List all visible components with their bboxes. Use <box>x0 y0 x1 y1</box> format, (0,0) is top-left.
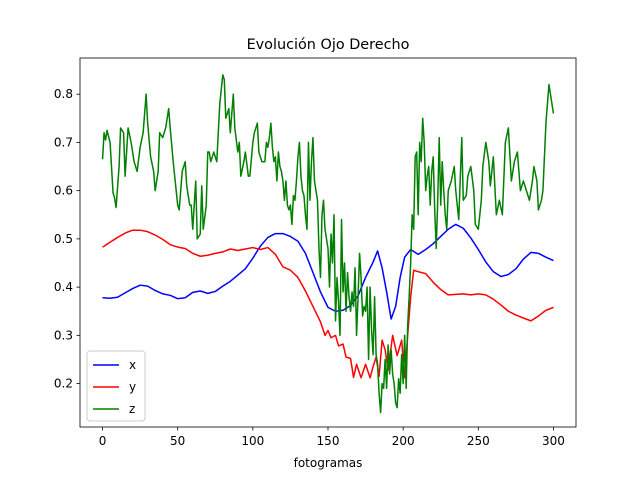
series-line-z <box>101 74 555 414</box>
x-tick-label: 50 <box>170 434 185 448</box>
y-tick-label: 0.2 <box>54 377 73 391</box>
y-tick-label: 0.6 <box>54 184 73 198</box>
y-tick-label: 0.7 <box>54 135 73 149</box>
y-tick-label: 0.3 <box>54 328 73 342</box>
chart-title: Evolución Ojo Derecho <box>247 37 410 53</box>
legend-label-y: y <box>129 380 136 394</box>
x-axis: 0 50 100 150 200 250 300 <box>99 427 565 448</box>
legend-label-x: x <box>129 358 136 372</box>
series-line-x <box>102 223 554 320</box>
legend-label-z: z <box>129 402 135 416</box>
y-tick-label: 0.5 <box>54 232 73 246</box>
y-tick-label: 0.4 <box>54 280 73 294</box>
x-axis-label: fotogramas <box>294 456 363 470</box>
x-tick-label: 300 <box>542 434 565 448</box>
x-tick-label: 150 <box>317 434 340 448</box>
y-tick-label: 0.8 <box>54 87 73 101</box>
x-tick-label: 250 <box>467 434 490 448</box>
plot-lines <box>101 74 555 414</box>
y-axis: 0.2 0.3 0.4 0.5 0.6 0.7 0.8 <box>54 87 80 391</box>
x-tick-label: 0 <box>99 434 107 448</box>
x-tick-label: 100 <box>241 434 264 448</box>
series-line-y <box>102 229 554 379</box>
legend-box <box>86 350 146 422</box>
x-tick-label: 200 <box>392 434 415 448</box>
axes-frame <box>79 57 577 428</box>
legend: xyz <box>86 350 146 422</box>
